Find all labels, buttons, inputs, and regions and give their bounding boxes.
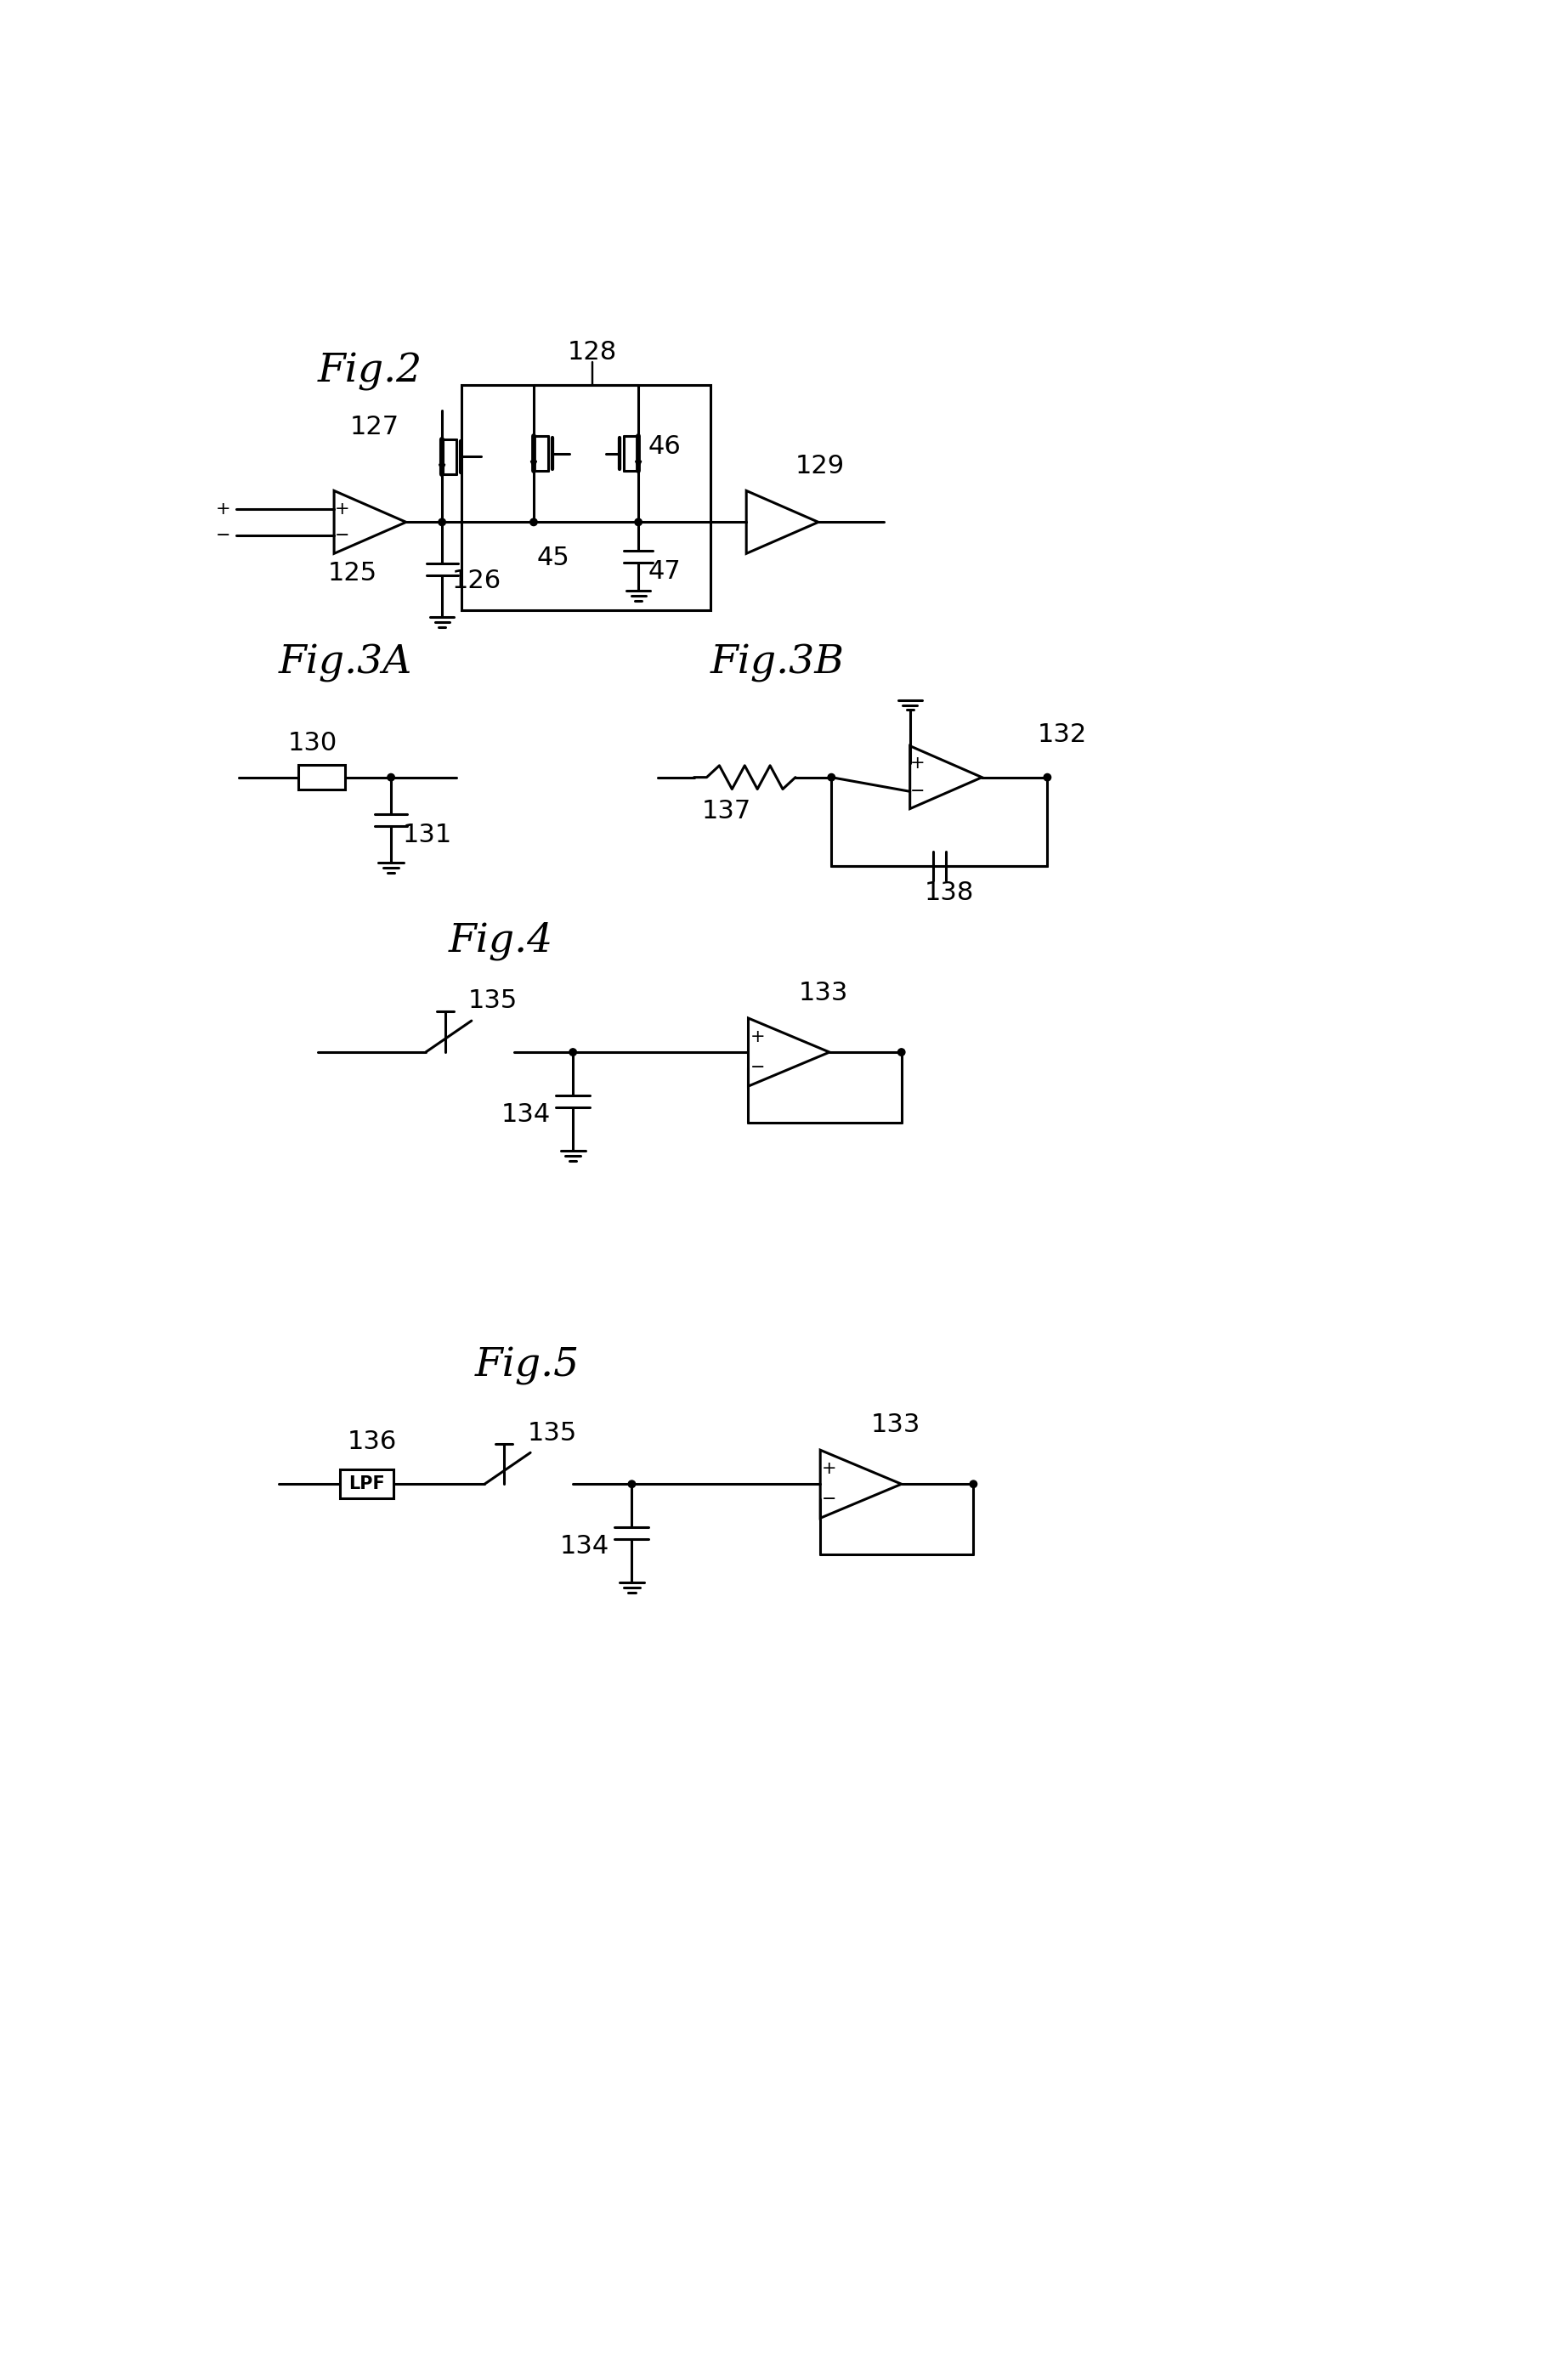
Text: 127: 127 <box>350 414 400 440</box>
Text: 132: 132 <box>1038 722 1087 748</box>
Text: −: − <box>750 1060 765 1077</box>
Text: Fig.2: Fig.2 <box>318 353 422 390</box>
Text: 134: 134 <box>500 1103 550 1126</box>
Text: 136: 136 <box>347 1429 397 1453</box>
Text: LPF: LPF <box>348 1476 386 1493</box>
Text: +: + <box>750 1029 765 1046</box>
Text: −: − <box>822 1491 837 1507</box>
Text: 128: 128 <box>568 341 618 364</box>
Text: +: + <box>822 1460 837 1476</box>
Text: 126: 126 <box>452 568 502 594</box>
Text: +: + <box>911 755 925 771</box>
Text: 135: 135 <box>527 1420 577 1446</box>
Circle shape <box>439 518 445 525</box>
Text: 131: 131 <box>403 823 452 847</box>
Text: +: + <box>334 502 350 518</box>
Bar <box>461 386 710 610</box>
Bar <box>298 764 345 790</box>
Circle shape <box>971 1481 977 1488</box>
Circle shape <box>898 1048 905 1055</box>
Text: 130: 130 <box>287 731 337 755</box>
Text: 129: 129 <box>795 454 845 478</box>
Text: Fig.5: Fig.5 <box>475 1346 580 1386</box>
Text: Fig.4: Fig.4 <box>448 923 554 961</box>
Text: 46: 46 <box>648 435 681 459</box>
Text: 133: 133 <box>870 1413 920 1439</box>
Circle shape <box>569 1048 577 1055</box>
Circle shape <box>387 774 395 781</box>
Circle shape <box>629 1481 635 1488</box>
Text: +: + <box>216 502 230 518</box>
Text: −: − <box>334 528 350 544</box>
Text: −: − <box>911 783 925 800</box>
Circle shape <box>635 518 641 525</box>
Text: 138: 138 <box>925 880 974 906</box>
Text: 47: 47 <box>648 558 681 584</box>
Text: 134: 134 <box>560 1533 610 1559</box>
Bar <box>340 1469 394 1498</box>
Text: 125: 125 <box>328 561 376 584</box>
Text: Fig.3A: Fig.3A <box>279 644 412 681</box>
Circle shape <box>828 774 836 781</box>
Circle shape <box>1044 774 1051 781</box>
Text: 133: 133 <box>798 982 848 1006</box>
Text: 137: 137 <box>702 800 751 823</box>
Text: 45: 45 <box>536 547 569 570</box>
Text: Fig.3B: Fig.3B <box>710 644 845 681</box>
Text: −: − <box>216 528 230 544</box>
Circle shape <box>530 518 538 525</box>
Text: 135: 135 <box>469 989 517 1013</box>
